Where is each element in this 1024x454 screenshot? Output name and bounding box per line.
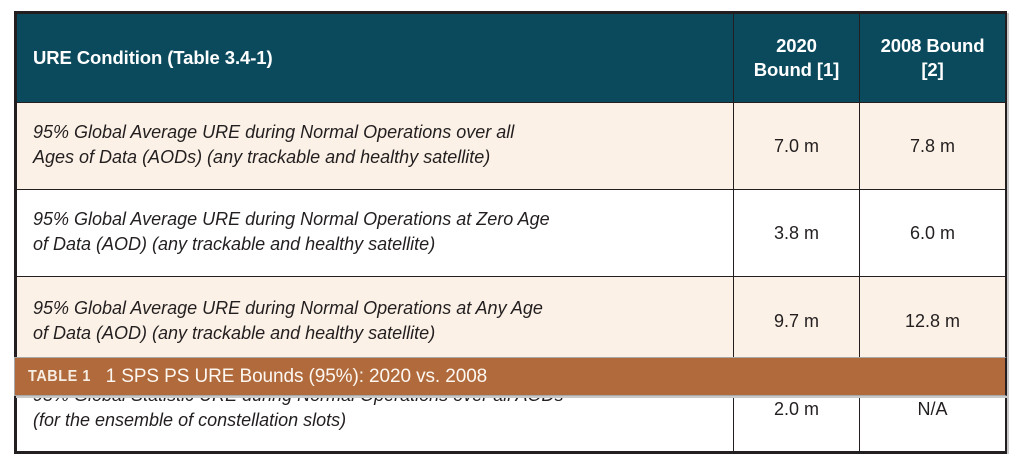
condition-line-1: 95% Global Average URE during Normal Ope… [33, 209, 550, 230]
table-row: 95% Global Average URE during Normal Ope… [16, 276, 1006, 367]
table-caption-bar: TABLE 1 1 SPS PS URE Bounds (95%): 2020 … [14, 357, 1007, 396]
column-header-bound-2008-line2: [2] [921, 59, 944, 80]
table-body: 95% Global Average URE during Normal Ope… [16, 102, 1006, 452]
cell-bound-2008: 6.0 m [859, 189, 1006, 277]
condition-line-2: Ages of Data (AODs) (any trackable and h… [33, 147, 491, 167]
table-header-row: URE Condition (Table 3.4-1) 2020 Bound [… [16, 13, 1006, 103]
condition-line-1: 95% Global Average URE during Normal Ope… [33, 297, 543, 318]
table-caption-label: TABLE 1 [28, 367, 91, 385]
cell-bound-2020: 7.0 m [733, 102, 860, 190]
condition-line-2: of Data (AOD) (any trackable and healthy… [33, 322, 436, 343]
cell-bound-2020: 3.8 m [733, 189, 860, 277]
cell-bound-2008: 12.8 m [859, 276, 1006, 367]
column-header-condition: URE Condition (Table 3.4-1) [16, 13, 734, 103]
table-figure: URE Condition (Table 3.4-1) 2020 Bound [… [14, 11, 1007, 454]
cell-bound-2020: 9.7 m [733, 276, 860, 367]
cell-condition: 95% Global Average URE during Normal Ope… [16, 189, 734, 277]
table-row: 95% Global Average URE during Normal Ope… [16, 189, 1006, 277]
column-header-bound-2008-line1: 2008 Bound [880, 34, 985, 56]
column-header-bound-2008: 2008 Bound [2] [859, 13, 1006, 103]
condition-line-2: of Data (AOD) (any trackable and healthy… [33, 234, 436, 254]
cell-condition: 95% Global Average URE during Normal Ope… [16, 276, 734, 367]
table-header: URE Condition (Table 3.4-1) 2020 Bound [… [16, 13, 1006, 103]
table-caption-text: 1 SPS PS URE Bounds (95%): 2020 vs. 2008 [105, 365, 488, 387]
condition-line-2: (for the ensemble of constellation slots… [33, 410, 347, 430]
column-header-bound-2020-line2: Bound [1] [753, 59, 840, 80]
table-row: 95% Global Average URE during Normal Ope… [16, 102, 1006, 190]
column-header-bound-2020: 2020 Bound [1] [733, 13, 860, 103]
condition-line-1: 95% Global Average URE during Normal Ope… [33, 122, 515, 143]
column-header-bound-2020-line1: 2020 [776, 34, 817, 56]
cell-condition: 95% Global Average URE during Normal Ope… [16, 102, 734, 190]
cell-bound-2008: 7.8 m [859, 102, 1006, 190]
